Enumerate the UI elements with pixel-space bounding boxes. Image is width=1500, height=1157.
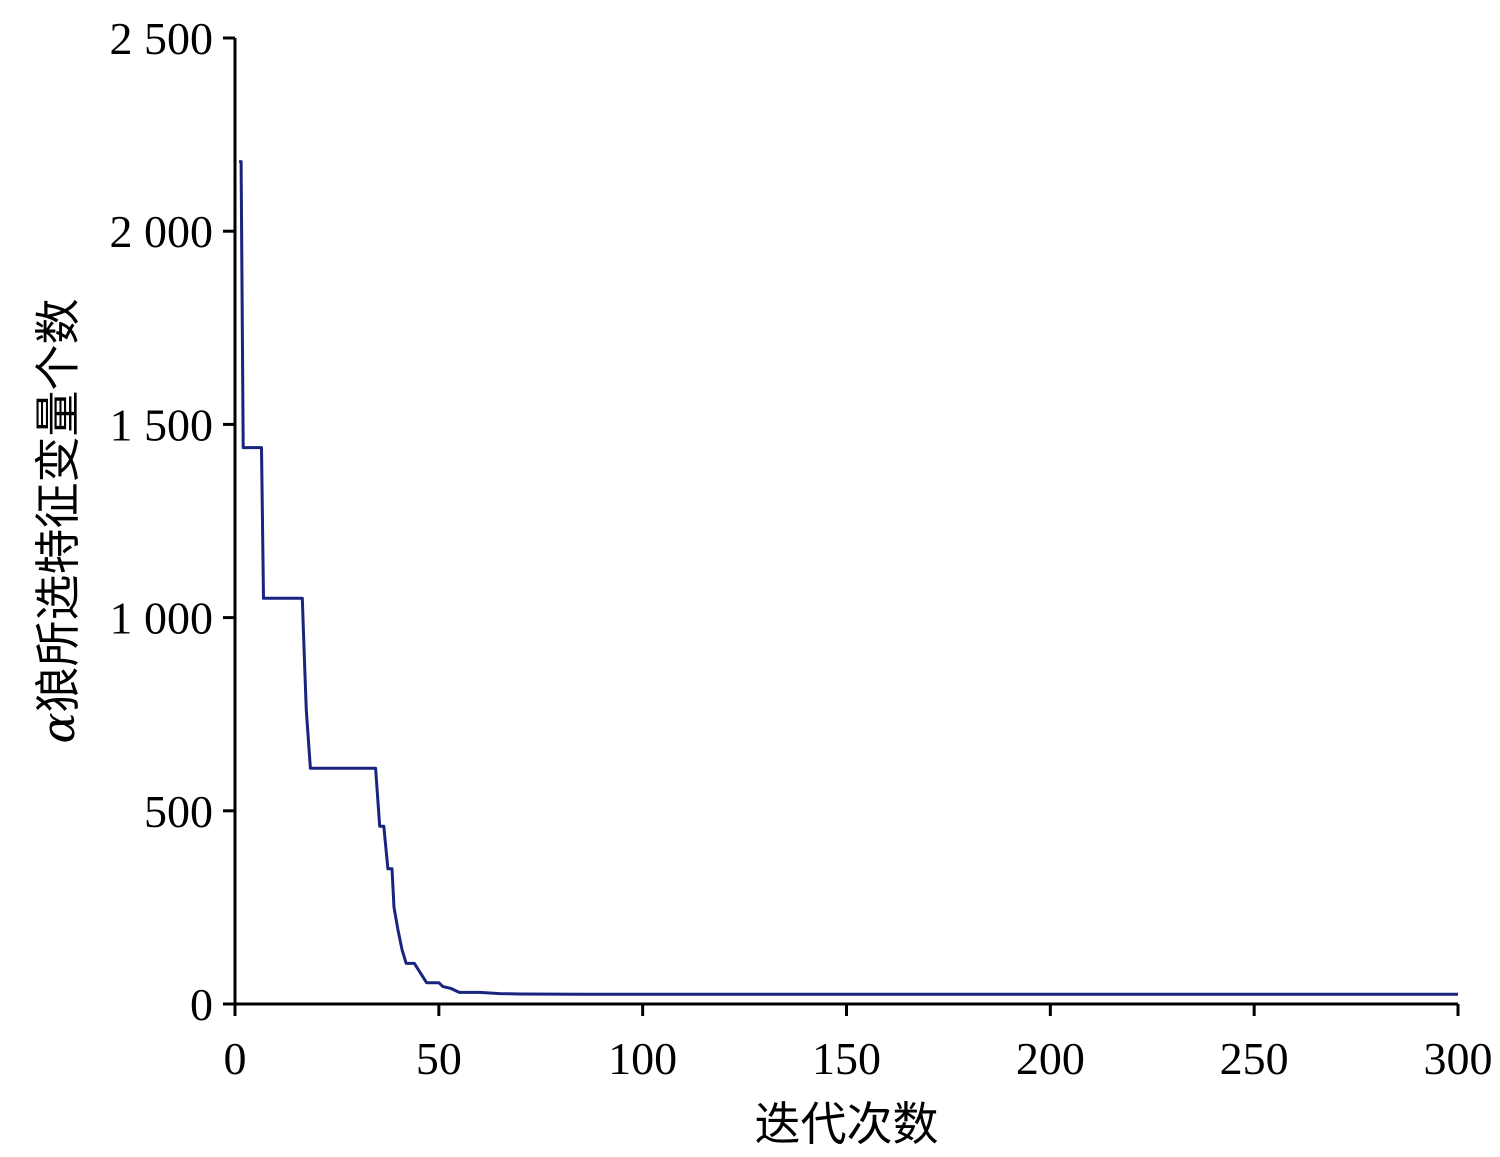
y-tick-label: 1 000 (110, 593, 214, 644)
x-axis-ticks: 0 50 100 150 200 250 300 (224, 1004, 1493, 1084)
series-line (239, 160, 1458, 996)
y-tick-label: 0 (190, 979, 213, 1030)
x-tick-label: 0 (224, 1033, 247, 1084)
x-tick-label: 100 (608, 1033, 677, 1084)
y-tick-label: 500 (144, 786, 213, 837)
y-axis-title-symbol: α (31, 712, 85, 743)
x-axis-title: 迭代次数 (755, 1097, 939, 1151)
y-axis-ticks: 0 500 1 000 1 500 2 000 2 500 (110, 13, 235, 1030)
x-tick-label: 50 (416, 1033, 462, 1084)
axes (233, 38, 1458, 1006)
x-tick-label: 150 (812, 1033, 881, 1084)
y-tick-label: 1 500 (110, 399, 214, 450)
x-tick-label: 300 (1424, 1033, 1493, 1084)
y-tick-label: 2 000 (110, 206, 214, 257)
y-axis-title: α狼所选特征变量个数 (31, 298, 85, 743)
x-tick-label: 200 (1016, 1033, 1085, 1084)
plot-area (239, 160, 1458, 996)
y-tick-label: 2 500 (110, 13, 214, 64)
x-tick-label: 250 (1220, 1033, 1289, 1084)
y-axis-title-text: 狼所选特征变量个数 (31, 298, 85, 712)
